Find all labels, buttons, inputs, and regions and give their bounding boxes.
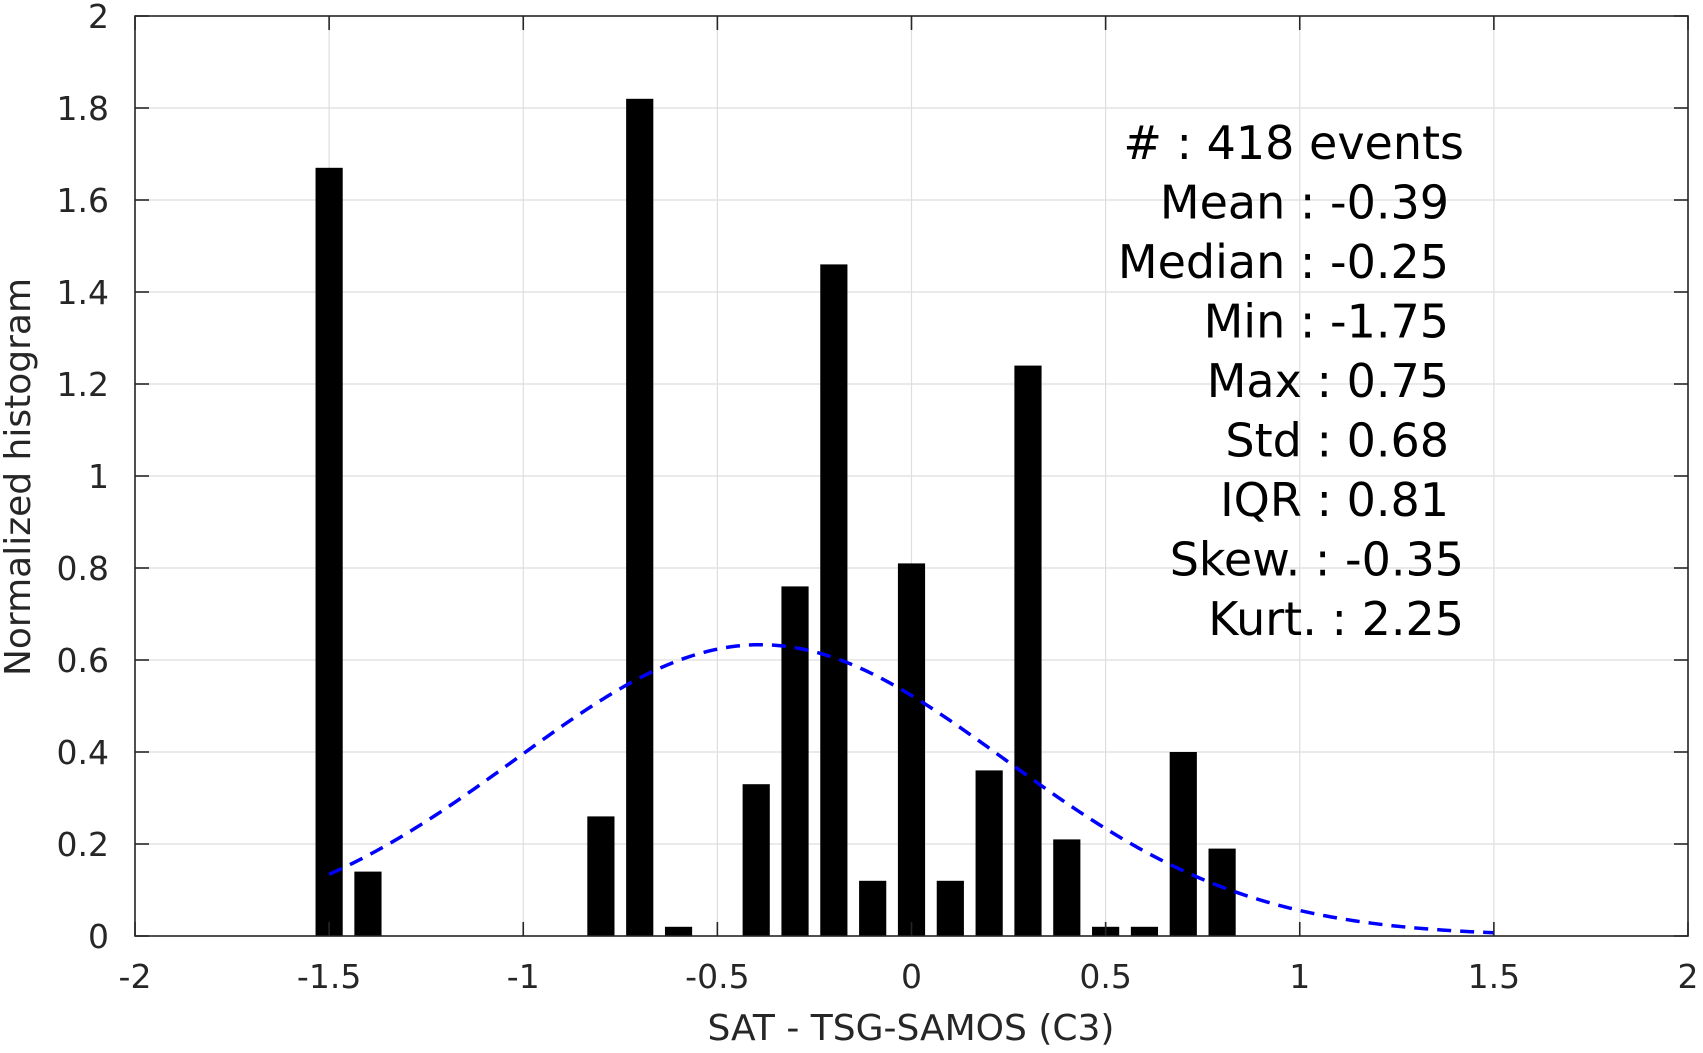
y-axis-label: Normalized histogram — [0, 278, 39, 676]
histogram-bar — [897, 563, 926, 936]
histogram-bar — [1053, 839, 1081, 936]
histogram-bar — [1130, 926, 1159, 936]
histogram-bar — [1014, 365, 1042, 937]
x-tick-label: 0 — [901, 957, 922, 996]
histogram-bar — [664, 926, 693, 936]
x-axis-label: SAT - TSG-SAMOS (C3) — [708, 1008, 1115, 1049]
histogram-bar — [742, 784, 770, 936]
stat-line: Skew. : -0.35 — [1170, 533, 1464, 587]
histogram-bar — [859, 880, 887, 936]
y-tick-label: 0.4 — [57, 733, 109, 772]
y-tick-label: 1 — [88, 457, 109, 496]
stat-line: Min : -1.75 — [1204, 295, 1449, 349]
histogram-bars — [315, 98, 1236, 937]
x-tick-label: 1.5 — [1468, 957, 1520, 996]
y-tick-label: 0.6 — [57, 641, 109, 680]
stat-line: Median : -0.25 — [1118, 235, 1449, 289]
y-tick-label: 0.2 — [57, 825, 109, 864]
x-tick-label: -1.5 — [297, 957, 361, 996]
x-tick-label: 2 — [1678, 957, 1699, 996]
histogram-bar — [1169, 752, 1197, 936]
histogram-bar — [626, 98, 654, 937]
y-tick-label: 1.6 — [57, 181, 109, 220]
stat-line: IQR : 0.81 — [1220, 473, 1449, 527]
histogram-bar — [781, 586, 809, 936]
y-tick-label: 0 — [88, 917, 109, 956]
axis-ticks — [134, 15, 1689, 937]
normal-fit-curve — [328, 642, 1494, 935]
stat-line: Max : 0.75 — [1207, 354, 1449, 408]
y-tick-label: 1.8 — [57, 89, 109, 128]
x-tick-label: -1 — [507, 957, 540, 996]
histogram-bar — [975, 770, 1003, 936]
stat-line: Std : 0.68 — [1225, 414, 1449, 468]
x-tick-label: 1 — [1289, 957, 1310, 996]
histogram-bar — [354, 871, 382, 936]
histogram-bar — [820, 264, 848, 936]
stat-line: Kurt. : 2.25 — [1208, 592, 1464, 646]
x-tick-label: -2 — [119, 957, 152, 996]
histogram-bar — [1208, 848, 1236, 936]
x-tick-label: -0.5 — [685, 957, 749, 996]
y-tick-label: 0.8 — [57, 549, 109, 588]
histogram-bar — [315, 167, 343, 937]
y-tick-labels: 0 0.2 0.4 0.6 0.8 1 1.2 1.4 1.6 1.8 2 — [57, 0, 109, 956]
stat-line: Mean : -0.39 — [1160, 176, 1449, 230]
y-tick-label: 1.4 — [57, 273, 109, 312]
y-tick-label: 1.2 — [57, 365, 109, 404]
stat-line: # : 418 events — [1123, 116, 1464, 170]
x-tick-label: 0.5 — [1079, 957, 1131, 996]
x-tick-labels: -2 -1.5 -1 -0.5 0 0.5 1 1.5 2 — [119, 957, 1699, 996]
y-tick-label: 2 — [88, 0, 109, 36]
histogram-bar — [587, 816, 615, 936]
histogram-bar — [936, 880, 964, 936]
